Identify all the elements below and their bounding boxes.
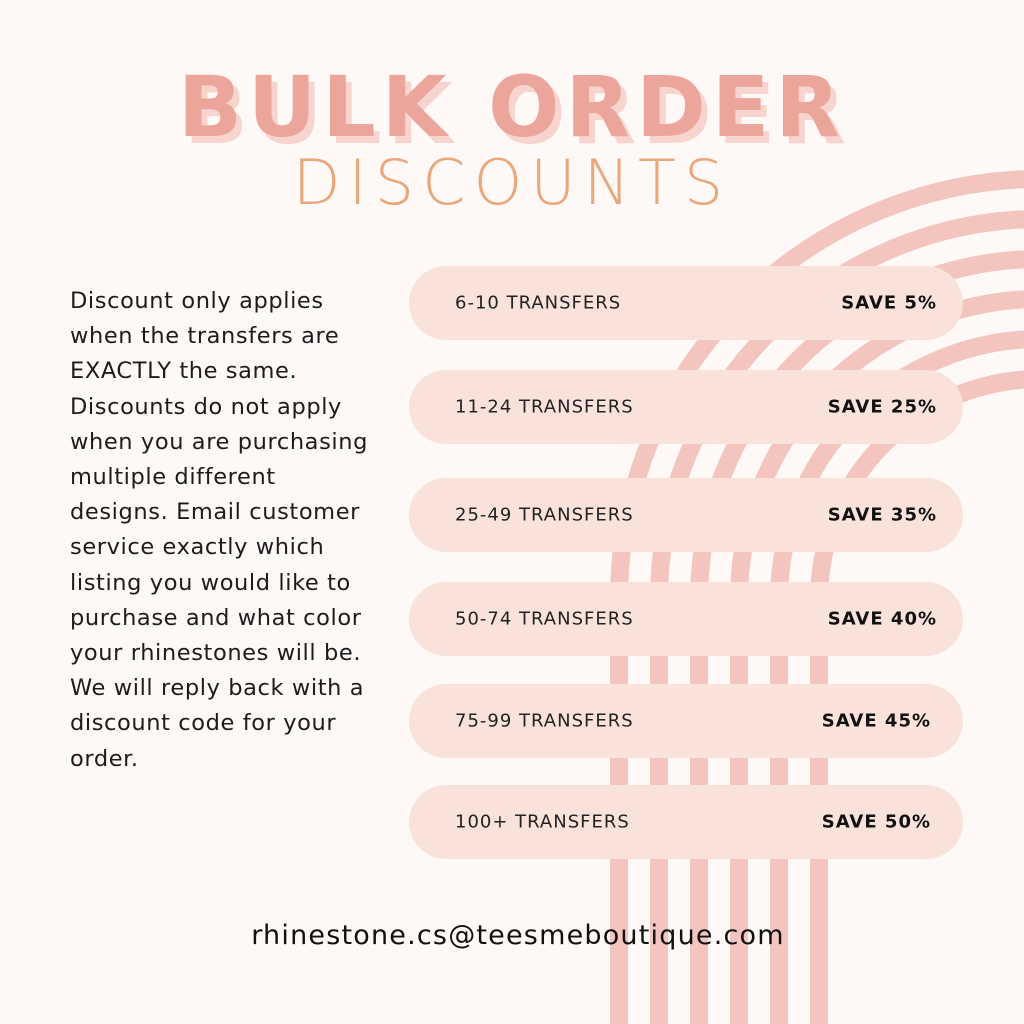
discount-description: Discount only applies when the transfers…	[70, 288, 368, 772]
tier-discount: SAVE 25%	[827, 396, 937, 418]
contact-email[interactable]: rhinestone.cs@teesmeboutique.com	[251, 920, 785, 951]
tier-discount: SAVE 40%	[827, 608, 937, 630]
title-bulk-order: BULK ORDER	[178, 58, 846, 156]
tier-quantity: 75-99 TRANSFERS	[455, 710, 634, 732]
tier-quantity: 50-74 TRANSFERS	[455, 608, 634, 630]
tier-quantity: 100+ TRANSFERS	[455, 811, 630, 833]
tier-pill: 50-74 TRANSFERS SAVE 40%	[409, 582, 963, 656]
tier-pill: 11-24 TRANSFERS SAVE 25%	[409, 370, 963, 444]
tier-quantity: 6-10 TRANSFERS	[455, 292, 622, 314]
subtitle-discounts: DISCOUNTS	[292, 146, 732, 219]
tier-quantity: 11-24 TRANSFERS	[455, 396, 634, 418]
tier-pill: 75-99 TRANSFERS SAVE 45%	[409, 684, 963, 758]
tier-discount: SAVE 50%	[821, 811, 931, 833]
tier-quantity: 25-49 TRANSFERS	[455, 504, 634, 526]
tier-discount: SAVE 35%	[827, 504, 937, 526]
tier-discount: SAVE 45%	[821, 710, 931, 732]
tier-pill: 25-49 TRANSFERS SAVE 35%	[409, 478, 963, 552]
tier-pill: 6-10 TRANSFERS SAVE 5%	[409, 266, 963, 340]
tier-discount: SAVE 5%	[841, 292, 937, 314]
tier-pill: 100+ TRANSFERS SAVE 50%	[409, 785, 963, 859]
